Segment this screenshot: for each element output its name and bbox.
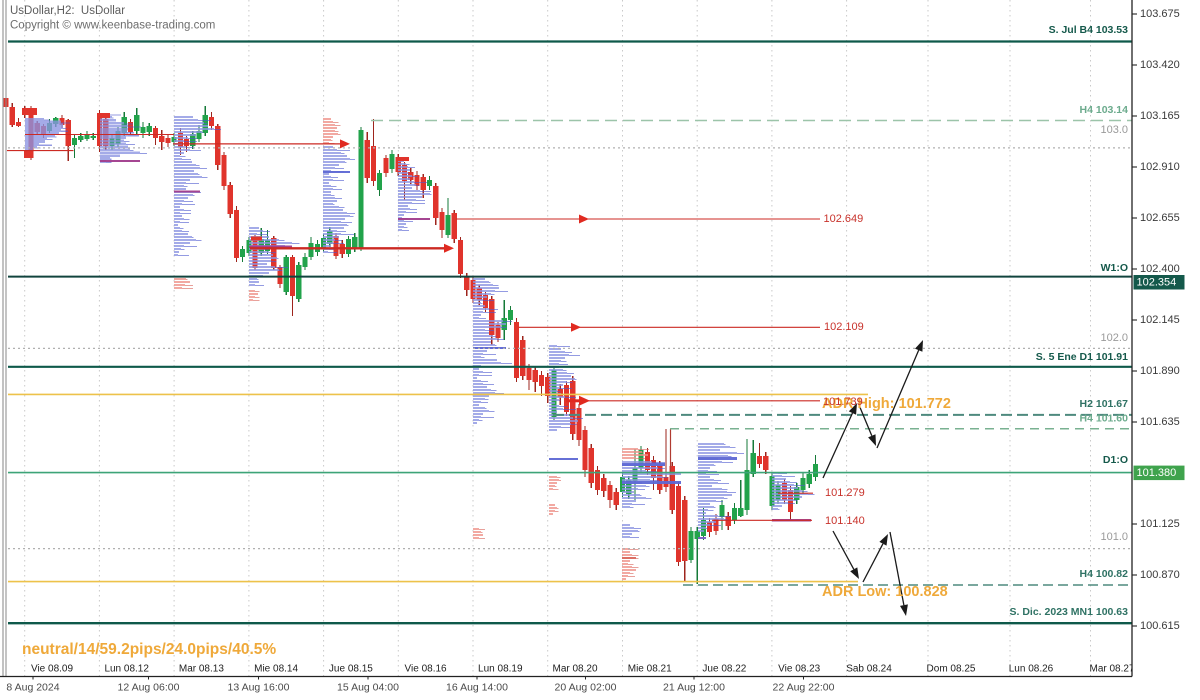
svg-text:Mar 08.27: Mar 08.27 <box>1089 664 1134 675</box>
svg-text:102.109: 102.109 <box>824 321 864 333</box>
svg-text:103.0: 103.0 <box>1100 124 1128 136</box>
svg-text:102.0: 102.0 <box>1100 332 1128 344</box>
svg-text:Copyright © www.keenbase-tradi: Copyright © www.keenbase-trading.com <box>10 20 215 32</box>
svg-text:103.420: 103.420 <box>1140 59 1180 71</box>
svg-text:22 Aug 22:00: 22 Aug 22:00 <box>773 681 835 693</box>
svg-text:Sab 08.24: Sab 08.24 <box>846 664 892 675</box>
svg-text:101.140: 101.140 <box>825 515 865 527</box>
svg-text:101.125: 101.125 <box>1140 518 1180 530</box>
svg-text:Jue 08.22: Jue 08.22 <box>702 664 746 675</box>
svg-text:101.0: 101.0 <box>1100 531 1128 543</box>
svg-text:Lun 08.19: Lun 08.19 <box>478 664 523 675</box>
svg-text:13 Aug 16:00: 13 Aug 16:00 <box>228 681 290 693</box>
svg-text:102.400: 102.400 <box>1140 263 1180 275</box>
svg-text:H4 100.82: H4 100.82 <box>1080 568 1129 580</box>
svg-text:101.635: 101.635 <box>1140 416 1180 428</box>
svg-text:100.615: 100.615 <box>1140 620 1180 632</box>
svg-text:ADR Low: 100.828: ADR Low: 100.828 <box>822 584 948 600</box>
svg-text:Dom 08.25: Dom 08.25 <box>927 664 976 675</box>
svg-text:21 Aug 12:00: 21 Aug 12:00 <box>663 681 725 693</box>
svg-text:D1:O: D1:O <box>1103 454 1128 466</box>
svg-text:S. Dic. 2023 MN1 100.63: S. Dic. 2023 MN1 100.63 <box>1010 606 1129 618</box>
svg-text:S. Jul B4 103.53: S. Jul B4 103.53 <box>1049 24 1129 36</box>
svg-text:102.910: 102.910 <box>1140 161 1180 173</box>
svg-text:H2 101.67: H2 101.67 <box>1080 398 1129 410</box>
svg-text:Lun 08.26: Lun 08.26 <box>1009 664 1054 675</box>
svg-text:102.655: 102.655 <box>1140 212 1180 224</box>
svg-text:103.675: 103.675 <box>1140 8 1180 20</box>
svg-text:8 Aug 2024: 8 Aug 2024 <box>6 681 59 693</box>
svg-text:Mie 08.14: Mie 08.14 <box>254 664 298 675</box>
svg-text:101.739: 101.739 <box>823 396 863 408</box>
svg-text:Mar 08.20: Mar 08.20 <box>552 664 597 675</box>
svg-text:neutral/14/59.2pips/24.0pips/4: neutral/14/59.2pips/24.0pips/40.5% <box>22 641 276 658</box>
svg-text:12 Aug 06:00: 12 Aug 06:00 <box>118 681 180 693</box>
svg-text:102.145: 102.145 <box>1140 314 1180 326</box>
svg-text:101.380: 101.380 <box>1137 467 1177 479</box>
svg-text:Jue 08.15: Jue 08.15 <box>329 664 373 675</box>
svg-text:101.279: 101.279 <box>825 487 865 499</box>
svg-text:16 Aug 14:00: 16 Aug 14:00 <box>446 681 508 693</box>
svg-text:Mar 08.13: Mar 08.13 <box>179 664 224 675</box>
svg-text:Vie 08.09: Vie 08.09 <box>31 664 74 675</box>
svg-text:102.649: 102.649 <box>824 213 864 225</box>
svg-text:101.890: 101.890 <box>1140 365 1180 377</box>
svg-text:100.870: 100.870 <box>1140 569 1180 581</box>
svg-text:H4 103.14: H4 103.14 <box>1080 104 1129 116</box>
svg-text:15 Aug 04:00: 15 Aug 04:00 <box>337 681 399 693</box>
svg-text:Lun 08.12: Lun 08.12 <box>104 664 149 675</box>
svg-text:S. 5 Ene D1 101.91: S. 5 Ene D1 101.91 <box>1036 351 1128 363</box>
svg-text:102.354: 102.354 <box>1137 276 1177 288</box>
svg-text:W1:O: W1:O <box>1101 262 1128 274</box>
svg-text:103.165: 103.165 <box>1140 110 1180 122</box>
svg-text:Mie 08.21: Mie 08.21 <box>628 664 672 675</box>
svg-text:ADR High: 101.772: ADR High: 101.772 <box>822 396 951 412</box>
svg-text:Vie 08.16: Vie 08.16 <box>405 664 448 675</box>
svg-text:H4 101.60: H4 101.60 <box>1080 412 1129 424</box>
svg-text:Vie 08.23: Vie 08.23 <box>778 664 821 675</box>
svg-text:20 Aug 02:00: 20 Aug 02:00 <box>555 681 617 693</box>
svg-text:UsDollar,H2: UsDollar: UsDollar,H2: UsDollar <box>10 5 125 17</box>
